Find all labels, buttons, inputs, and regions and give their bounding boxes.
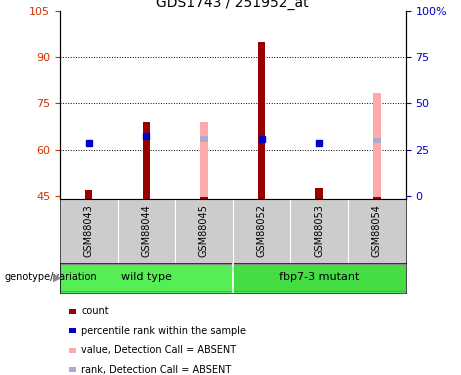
Text: ▶: ▶ [53,273,62,282]
Bar [142,122,150,199]
Bar [200,122,208,199]
Text: GSM88044: GSM88044 [142,204,151,257]
Text: rank, Detection Call = ABSENT: rank, Detection Call = ABSENT [81,365,231,375]
Bar [200,197,208,199]
Text: GSM88045: GSM88045 [199,204,209,257]
Text: count: count [81,306,109,316]
Text: GSM88053: GSM88053 [314,204,324,257]
Bar [85,189,93,199]
Bar [373,197,381,199]
Title: GDS1743 / 251952_at: GDS1743 / 251952_at [156,0,309,10]
Bar [60,264,233,291]
Bar [373,138,381,143]
Bar [233,264,406,291]
Text: genotype/variation: genotype/variation [5,273,97,282]
Bar [200,136,208,142]
Bar [258,42,266,199]
Text: fbp7-3 mutant: fbp7-3 mutant [279,272,360,282]
Text: percentile rank within the sample: percentile rank within the sample [81,326,246,336]
Bar [315,188,323,199]
Text: GSM88052: GSM88052 [257,204,266,257]
Text: wild type: wild type [121,272,172,282]
Text: GSM88043: GSM88043 [84,204,94,257]
Text: GSM88054: GSM88054 [372,204,382,257]
Bar [373,93,381,199]
Text: value, Detection Call = ABSENT: value, Detection Call = ABSENT [81,345,236,355]
